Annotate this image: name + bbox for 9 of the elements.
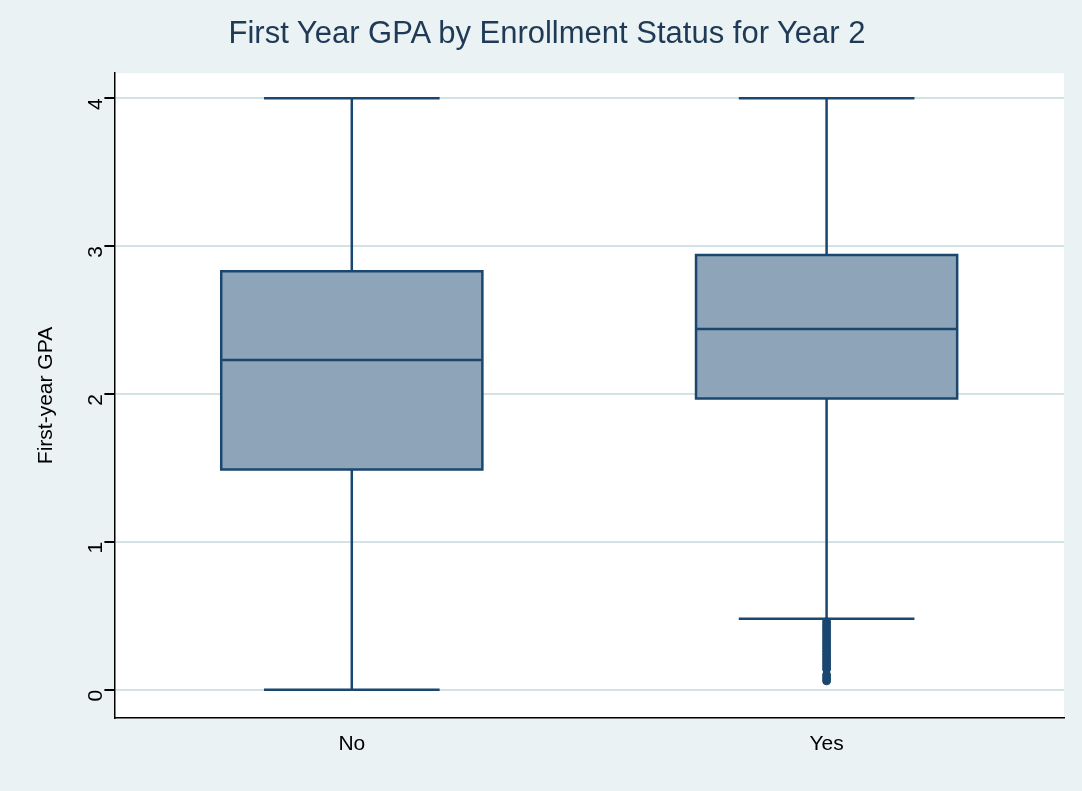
x-tick-label: No [338, 731, 366, 755]
y-tick-label: 0 [83, 689, 107, 702]
x-tick-label: Yes [809, 731, 844, 755]
y-tick-label: 4 [83, 98, 107, 111]
chart-title: First Year GPA by Enrollment Status for Year 2 [228, 15, 866, 51]
y-axis-title: First-year GPA [33, 326, 57, 465]
y-tick-label: 3 [83, 246, 107, 258]
y-tick-label: 2 [83, 394, 107, 406]
y-tick-label: 1 [83, 541, 107, 554]
